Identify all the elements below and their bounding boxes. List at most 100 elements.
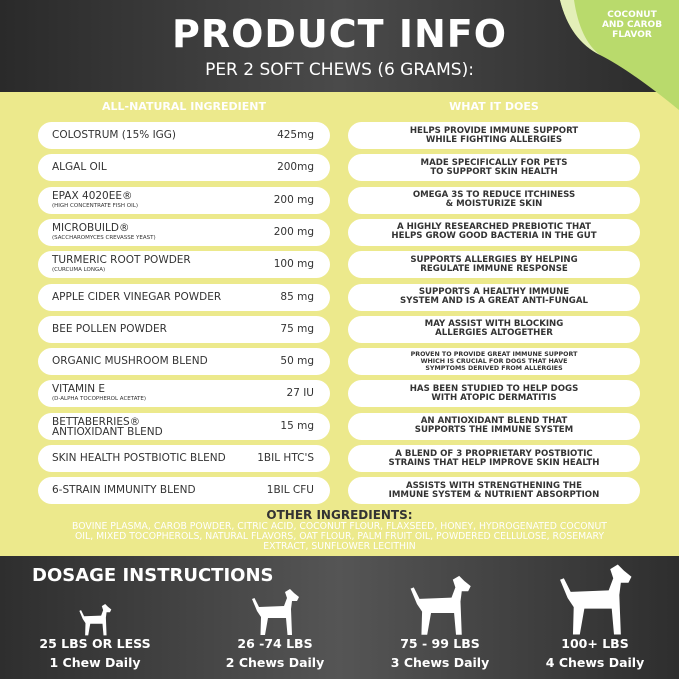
ingredient-name: BEE POLLEN POWDER: [52, 322, 167, 335]
benefit-pill: PROVEN TO PROVIDE GREAT IMMUNE SUPPORT WH…: [348, 348, 640, 376]
benefit-pill: MAY ASSIST WITH BLOCKING ALLERGIES ALTOGE…: [348, 315, 640, 343]
benefit-pill: MADE SPECIFICALLY FOR PETS TO SUPPORT SKI…: [348, 154, 640, 182]
amount: 85 mg: [280, 290, 314, 303]
dog-icon: [410, 575, 471, 635]
benefit: MADE SPECIFICALLY FOR PETS TO SUPPORT SKI…: [348, 157, 640, 177]
benefit-pill: SUPPORTS ALLERGIES BY HELPING REGULATE IM…: [348, 251, 640, 279]
ingredient-pill: TURMERIC ROOT POWDER (CURCUMA LONGA) 100 m…: [38, 251, 330, 279]
dosage-band: [0, 556, 679, 679]
benefit-line: HELPS PROVIDE IMMUNE SUPPORT: [409, 125, 579, 136]
ingredient-name: APPLE CIDER VINEGAR POWDER: [52, 290, 222, 303]
badge-text: COCONUT AND CAROB FLAVOR: [588, 10, 676, 40]
dosage-amount: 2 Chews Daily: [225, 655, 325, 670]
amount: 1BIL CFU: [266, 484, 314, 497]
ingredient-name: MICROBUILD®: [52, 221, 130, 234]
benefit: HAS BEEN STUDIED TO HELP DOGS WITH ATOPIC…: [348, 383, 640, 403]
benefit-pill: A HIGHLY RESEARCHED PREBIOTIC THAT HELPS …: [348, 218, 640, 246]
benefit-line: AN ANTIOXIDANT BLEND THAT: [420, 416, 568, 427]
dog-icon: [560, 564, 632, 635]
dog-icon: [79, 604, 112, 636]
ingredient-pill: BETTABERRIES® ANTIOXIDANT BLEND 15 mg: [38, 412, 330, 440]
dog-shape: [252, 589, 299, 635]
benefit: PROVEN TO PROVIDE GREAT IMMUNE SUPPORT WH…: [348, 351, 640, 372]
dosage-weight: 100+ LBS: [561, 636, 629, 651]
ingredient-note: (HIGH CONCENTRATE FISH OIL): [52, 202, 138, 209]
benefit: OMEGA 3S TO REDUCE ITCHINESS & MOISTURIZE…: [348, 191, 640, 209]
ingredient-pill: VITAMIN E (D-ALPHA TOCOPHEROL ACETATE) 27 …: [38, 380, 330, 408]
amount: 425mg: [277, 129, 314, 141]
benefit-line: WHILE FIGHTING ALLERGIES: [425, 134, 563, 145]
dosage-weight: 26 -74 LBS: [237, 636, 313, 651]
benefit-pill: HAS BEEN STUDIED TO HELP DOGS WITH ATOPIC…: [348, 380, 640, 408]
ingredient-name: 6-STRAIN IMMUNITY BLEND: [52, 484, 196, 497]
amount: 200mg: [277, 161, 314, 174]
column-header: ALL-NATURAL INGREDIENT: [102, 100, 266, 113]
badge-line: COCONUT: [607, 10, 657, 20]
benefit-line: SUPPORTS THE IMMUNE SYSTEM: [414, 425, 574, 436]
benefit-line: ALLERGIES ALTOGETHER: [435, 328, 553, 339]
ingredient-name: ORGANIC MUSHROOM BLEND: [52, 355, 208, 368]
column-header: WHAT IT DOES: [449, 100, 539, 113]
ingredient-name: COLOSTRUM (15% IGG): [52, 129, 177, 141]
ingredient-name: TURMERIC ROOT POWDER: [52, 254, 191, 267]
badge-line: AND CAROB: [601, 20, 663, 30]
dog-shape: [410, 575, 471, 635]
title: PRODUCT INFO: [171, 12, 508, 56]
amount: 1BIL HTC'S: [257, 452, 314, 464]
ingredient-name: ALGAL OIL: [52, 161, 107, 174]
benefit-pill: A BLEND OF 3 PROPRIETARY POSTBIOTIC STRAI…: [348, 445, 640, 472]
amount: 50 mg: [280, 355, 314, 368]
benefit: AN ANTIOXIDANT BLEND THAT SUPPORTS THE IM…: [348, 417, 640, 435]
benefit-pill: HELPS PROVIDE IMMUNE SUPPORT WHILE FIGHTI…: [348, 122, 640, 149]
ingredient-pill: EPAX 4020EE® (HIGH CONCENTRATE FISH OIL) 2…: [38, 186, 330, 214]
ingredient-pill: SKIN HEALTH POSTBIOTIC BLEND 1BIL HTC'S: [38, 445, 330, 472]
benefit-line: IMMUNE SYSTEM & NUTRIENT ABSORPTION: [388, 489, 600, 500]
amount: 15 mg: [280, 419, 314, 432]
badge-line: FLAVOR: [612, 30, 652, 40]
dosage-weight: 25 LBS OR LESS: [39, 636, 151, 651]
dog-shape: [560, 564, 632, 635]
benefit: HELPS PROVIDE IMMUNE SUPPORT WHILE FIGHTI…: [348, 125, 640, 145]
benefit-line: SUPPORTS A HEALTHY IMMUNE: [418, 287, 570, 297]
ingredient-name: VITAMIN E: [52, 383, 106, 396]
ingredient-name: SKIN HEALTH POSTBIOTIC BLEND: [52, 452, 226, 464]
dosage-title: DOSAGE INSTRUCTIONS: [32, 565, 274, 586]
amount: 75 mg: [280, 322, 314, 335]
benefit-line: SYSTEM AND IS A GREAT ANTI-FUNGAL: [400, 296, 588, 306]
subtitle: PER 2 SOFT CHEWS (6 GRAMS):: [205, 60, 474, 80]
benefit: MAY ASSIST WITH BLOCKING ALLERGIES ALTOGE…: [348, 320, 640, 338]
benefit-line: STRAINS THAT HELP IMPROVE SKIN HEALTH: [388, 457, 600, 468]
dog-icon: [252, 589, 299, 635]
benefit: SUPPORTS A HEALTHY IMMUNE SYSTEM AND IS A…: [348, 288, 640, 306]
benefit-line: SUPPORTS ALLERGIES BY HELPING: [410, 254, 578, 265]
ingredient-pill: COLOSTRUM (15% IGG) 425mg: [38, 122, 330, 149]
benefit: A HIGHLY RESEARCHED PREBIOTIC THAT HELPS …: [348, 223, 640, 241]
ingredient-pill: ALGAL OIL 200mg: [38, 154, 330, 182]
benefit-line: HELPS GROW GOOD BACTERIA IN THE GUT: [391, 231, 597, 242]
amount: 200 mg: [273, 225, 314, 238]
amount: 100 mg: [273, 258, 314, 271]
ingredient-note: (CURCUMA LONGA): [52, 267, 106, 274]
dosage-weight: 75 - 99 LBS: [400, 636, 480, 651]
benefit-line: WITH ATOPIC DERMATITIS: [431, 392, 557, 403]
benefit-line: A BLEND OF 3 PROPRIETARY POSTBIOTIC: [395, 448, 593, 459]
other-title: OTHER INGREDIENTS:: [266, 508, 413, 522]
dosage-amount: 1 Chew Daily: [49, 655, 141, 670]
ingredient-name: BETTABERRIES®: [52, 415, 141, 428]
benefit-line: MAY ASSIST WITH BLOCKING: [424, 319, 564, 330]
amount: 27 IU: [286, 387, 314, 400]
ingredient-pill: APPLE CIDER VINEGAR POWDER 85 mg: [38, 283, 330, 311]
benefit-line: OMEGA 3S TO REDUCE ITCHINESS: [412, 190, 576, 201]
benefit-pill: AN ANTIOXIDANT BLEND THAT SUPPORTS THE IM…: [348, 412, 640, 440]
benefit: ASSISTS WITH STRENGTHENING THE IMMUNE SYS…: [348, 481, 640, 500]
benefit-pill: ASSISTS WITH STRENGTHENING THE IMMUNE SYS…: [348, 477, 640, 505]
benefit-line: REGULATE IMMUNE RESPONSE: [420, 263, 568, 274]
benefit-line: & MOISTURIZE SKIN: [445, 199, 543, 210]
benefit-pill: OMEGA 3S TO REDUCE ITCHINESS & MOISTURIZE…: [348, 186, 640, 214]
benefit-line: MADE SPECIFICALLY FOR PETS: [420, 157, 568, 168]
amount: 200 mg: [273, 193, 314, 206]
benefit-line: HAS BEEN STUDIED TO HELP DOGS: [409, 383, 579, 394]
ingredient-pill: BEE POLLEN POWDER 75 mg: [38, 315, 330, 343]
ingredient-note: (SACCHAROMYCES CREVASSE YEAST): [52, 234, 156, 241]
